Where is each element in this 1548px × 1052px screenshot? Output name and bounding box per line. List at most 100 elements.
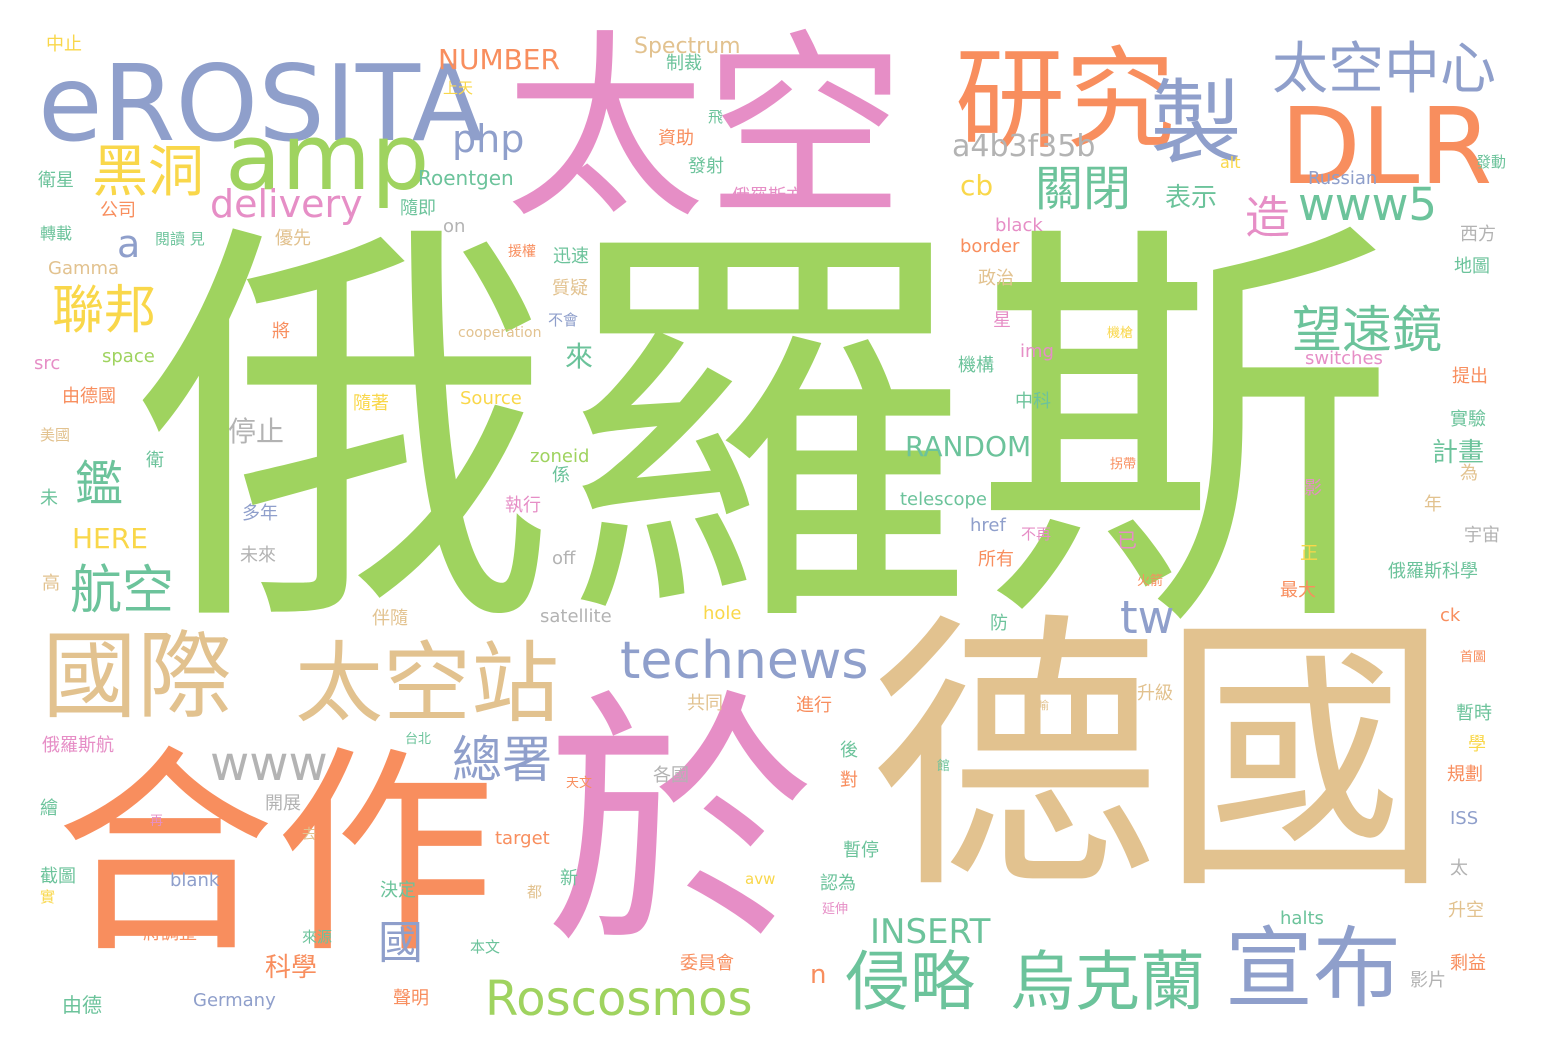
cloud-word: 國際 — [42, 622, 233, 732]
cloud-word: 機構 — [958, 355, 994, 376]
cloud-word: 升空 — [1448, 900, 1484, 921]
cloud-word: 執行 — [505, 495, 541, 516]
cloud-word: php — [452, 117, 525, 161]
cloud-word: 星 — [993, 310, 1011, 331]
cloud-word: 烏克蘭 — [1010, 945, 1206, 1020]
cloud-word: 表示 — [1165, 183, 1218, 213]
cloud-word: 最大 — [1280, 580, 1316, 601]
cloud-word: amp — [225, 104, 430, 211]
cloud-word: 喻 — [1038, 699, 1049, 712]
cloud-word: Roentgen — [418, 166, 514, 190]
cloud-word: eROSITA — [38, 43, 484, 165]
cloud-word: 來 — [565, 340, 594, 373]
cloud-word: 開展 — [265, 793, 301, 814]
cloud-word: src — [34, 353, 61, 374]
cloud-word: 再 — [150, 814, 164, 829]
cloud-word: Gamma — [48, 258, 120, 279]
cloud-word: 俄羅斯科學 — [1388, 561, 1478, 582]
cloud-word: 學 — [1468, 734, 1486, 755]
cloud-word: 伴隨 — [372, 608, 408, 629]
cloud-word: 造 — [1245, 191, 1291, 244]
cloud-word: 科學 — [265, 953, 318, 983]
cloud-word: RANDOM — [905, 430, 1032, 463]
cloud-word: 將調整 — [143, 923, 197, 944]
cloud-word: 製 — [1150, 70, 1243, 177]
cloud-word: 委員會 — [680, 953, 734, 974]
cloud-word: 對 — [840, 770, 858, 791]
cloud-word: 隨即 — [400, 198, 436, 219]
cloud-word: 來源 — [302, 928, 333, 946]
cloud-word: cb — [960, 169, 994, 202]
cloud-word: 繪 — [40, 798, 58, 819]
cloud-word: ISS — [1450, 808, 1479, 829]
cloud-word: 望遠鏡 — [1292, 301, 1442, 359]
cloud-word: 將 — [272, 321, 290, 342]
cloud-word: 共同 — [687, 693, 723, 714]
cloud-word: 閱讀 見 — [155, 230, 205, 248]
cloud-word: 火箭 — [1137, 574, 1164, 589]
cloud-word: 衛 — [146, 450, 164, 471]
cloud-word: a — [117, 222, 141, 266]
cloud-word: off — [552, 548, 576, 569]
cloud-word: 實驗 — [1450, 409, 1486, 430]
cloud-word: 由德國 — [62, 386, 116, 407]
cloud-word: 由德 — [62, 993, 102, 1017]
cloud-word: Spectrum — [634, 34, 741, 59]
cloud-word: 國 — [378, 916, 424, 969]
cloud-word: 規劃 — [1447, 764, 1483, 785]
cloud-word: alt — [1220, 153, 1241, 172]
cloud-word: black — [995, 215, 1043, 236]
cloud-word: 飛 — [708, 108, 724, 126]
cloud-word: 截圖 — [40, 866, 76, 887]
cloud-word: target — [495, 828, 550, 849]
cloud-word: 優先 — [275, 228, 311, 249]
cloud-word: Russian — [1308, 168, 1378, 189]
cloud-word: 合作 — [55, 727, 496, 983]
cloud-word: 升級 — [1137, 683, 1173, 704]
cloud-word: 年 — [1424, 494, 1442, 515]
cloud-word: 鑑 — [75, 456, 124, 512]
cloud-word: 援權 — [508, 244, 536, 260]
cloud-word: 剩益 — [1450, 953, 1486, 974]
cloud-word: a4b3f35b — [952, 129, 1096, 164]
cloud-word: 研究 — [955, 36, 1175, 164]
cloud-word: DLR — [1280, 86, 1493, 208]
cloud-word: 中止 — [46, 34, 82, 55]
cloud-word: 本文 — [470, 938, 501, 956]
cloud-word: 黑洞 — [92, 140, 204, 205]
cloud-word: 發動 — [1476, 153, 1507, 171]
cloud-word: 總署 — [452, 731, 552, 789]
cloud-word: 係 — [552, 465, 570, 486]
cloud-word: switches — [1305, 348, 1383, 369]
cloud-word: 去 — [302, 827, 316, 843]
cloud-word: 延伸 — [822, 902, 849, 917]
cloud-word: 迅速 — [553, 246, 589, 267]
cloud-word: 館 — [937, 759, 951, 774]
cloud-word: 轉載 — [40, 224, 73, 243]
cloud-word: 太 — [1450, 858, 1468, 879]
cloud-word: Source — [460, 388, 522, 409]
cloud-word: 西方 — [1460, 224, 1496, 245]
cloud-word: technews — [620, 631, 869, 691]
cloud-word: 拐帶 — [1110, 457, 1137, 472]
cloud-word: 宇宙 — [1464, 525, 1500, 546]
cloud-word: 俄羅斯方 — [732, 186, 804, 207]
cloud-word: 聯邦 — [52, 281, 157, 341]
cloud-word: satellite — [540, 606, 612, 627]
cloud-word: 暫停 — [843, 840, 879, 861]
cloud-word: HERE — [72, 522, 148, 555]
cloud-word: 不會 — [548, 311, 579, 329]
cloud-word: 聲明 — [393, 988, 429, 1009]
cloud-word: 機槍 — [1107, 326, 1134, 341]
cloud-word: 侵略 — [845, 945, 976, 1020]
cloud-word: 太空站 — [295, 632, 560, 735]
cloud-word: 決定 — [380, 880, 416, 901]
cloud-word: 地圖 — [1454, 256, 1490, 277]
cloud-word: 防 — [990, 613, 1008, 634]
cloud-word: img — [1020, 341, 1054, 362]
cloud-word: 於 — [545, 667, 815, 982]
cloud-word: blank — [170, 870, 220, 891]
cloud-word: 暫時 — [1456, 703, 1492, 724]
cloud-word: border — [960, 236, 1020, 257]
cloud-word: 宣布 — [1225, 917, 1402, 1020]
